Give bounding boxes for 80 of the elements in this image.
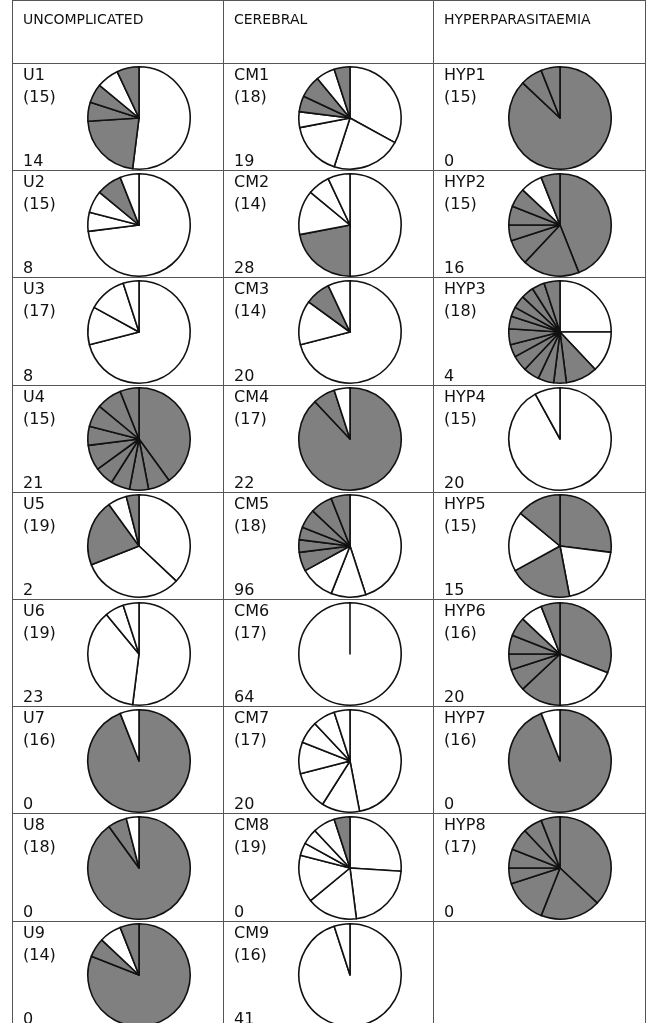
text: (17) (234, 623, 267, 642)
text: CEREBRAL (223, 0, 434, 64)
chart-title: CM7 (234, 708, 270, 728)
chart-title: U4 (23, 386, 45, 406)
chart-title: U5 (23, 493, 45, 513)
text: 20 (234, 794, 255, 814)
text: (15) (444, 515, 477, 535)
text: (18) (234, 515, 267, 535)
text: (19) (23, 623, 56, 642)
text: (17) (234, 730, 267, 750)
chart-title: U2 (23, 172, 45, 192)
chart-title: HYP2 (444, 172, 486, 192)
text: 23 (23, 687, 44, 707)
text: 0 (444, 901, 455, 921)
chart-title: HYP7 (444, 708, 486, 728)
text: 8 (23, 258, 34, 278)
text: 15 (444, 579, 465, 599)
text: (14) (234, 301, 267, 321)
text: (19) (234, 837, 267, 857)
text: HYPERPARASITAEMIA (433, 0, 646, 64)
text: 0 (444, 151, 455, 171)
text: (16) (234, 944, 267, 964)
text: (15) (23, 194, 56, 214)
chart-title: U3 (23, 279, 45, 299)
chart-title: U6 (23, 601, 45, 620)
chart-title: U8 (23, 815, 45, 835)
chart-title: HYP3 (444, 279, 486, 299)
chart-title: HYP6 (444, 601, 486, 620)
chart-title: CM2 (234, 172, 270, 192)
text: 22 (234, 472, 255, 492)
text: (16) (444, 623, 477, 642)
chart-title: CM3 (234, 279, 270, 299)
text: (17) (444, 837, 477, 857)
text: 0 (23, 794, 34, 814)
text: 8 (23, 365, 34, 385)
chart-title: U7 (23, 708, 45, 728)
text: 14 (23, 151, 44, 171)
chart-title: HYP1 (444, 65, 486, 84)
chart-title: HYP4 (444, 386, 486, 406)
chart-title: HYP8 (444, 815, 486, 835)
text: 4 (444, 365, 455, 385)
text: 21 (23, 472, 44, 492)
text: (15) (444, 408, 477, 428)
text: (17) (23, 301, 56, 321)
text: (15) (444, 194, 477, 214)
text: (15) (444, 87, 477, 106)
text: 0 (444, 794, 455, 814)
text: 28 (234, 258, 255, 278)
text: 41 (234, 1008, 255, 1023)
chart-title: HYP5 (444, 493, 486, 513)
text: 19 (234, 151, 255, 171)
text: 20 (444, 687, 465, 707)
text: (18) (444, 301, 477, 321)
text: 20 (444, 472, 465, 492)
text: (16) (23, 730, 56, 750)
text: (19) (23, 515, 56, 535)
text: (15) (23, 87, 56, 106)
text: 96 (234, 579, 255, 599)
text: 0 (23, 901, 34, 921)
text: 0 (234, 901, 245, 921)
text: (18) (234, 87, 267, 106)
text: 64 (234, 687, 255, 707)
text: 2 (23, 579, 34, 599)
text: (14) (234, 194, 267, 214)
text: (15) (23, 408, 56, 428)
text: 20 (234, 365, 255, 385)
chart-title: CM1 (234, 65, 270, 84)
chart-title: U1 (23, 65, 45, 84)
chart-title: CM9 (234, 922, 270, 942)
chart-title: CM5 (234, 493, 270, 513)
chart-title: CM4 (234, 386, 270, 406)
text: (17) (234, 408, 267, 428)
chart-title: CM6 (234, 601, 270, 620)
text: UNCOMPLICATED (12, 0, 224, 64)
text: 16 (444, 258, 465, 278)
chart-title: CM8 (234, 815, 270, 835)
text: (16) (444, 730, 477, 750)
chart-title: U9 (23, 922, 45, 942)
text: (18) (23, 837, 56, 857)
text: (14) (23, 944, 56, 964)
